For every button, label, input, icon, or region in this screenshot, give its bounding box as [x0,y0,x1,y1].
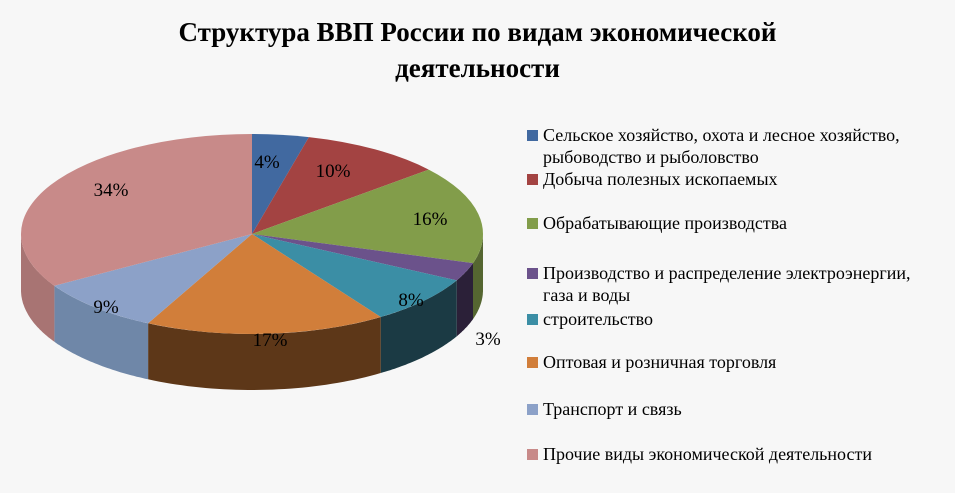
legend-item-mining: Добыча полезных ископаемых [527,168,943,190]
pie-slice-construction [252,234,457,317]
pie-side-transport [54,285,149,380]
legend-item-other: Прочие виды экономической деятельности [527,443,943,465]
chart-title: Структура ВВП России по видам экономичес… [0,14,955,86]
pie-side-manufacturing [473,234,483,320]
pie-data-labels: 4% 10% 16% 3% 8% 17% 9% 34% [93,152,501,351]
legend-item-utilities: Производство и распределение электроэнер… [527,262,943,306]
data-label-manufacturing: 16% [413,209,448,230]
data-label-trade: 17% [253,330,288,351]
pie-slice-other [20,134,253,286]
legend-label: Добыча полезных ископаемых [543,169,778,189]
legend-item-construction: строительство [527,308,943,330]
legend-swatch-trade [527,357,538,368]
pie-slice-agriculture [252,134,309,234]
legend-item-manufacturing: Обрабатывающие производства [527,212,943,234]
pie-slice-mining [252,137,429,234]
legend-swatch-manufacturing [527,218,538,229]
pie-side-other [21,234,55,342]
data-label-agriculture: 4% [254,152,280,173]
data-label-mining: 10% [316,161,351,182]
pie-slice-manufacturing [252,169,483,264]
legend-label: Сельское хозяйство, охота и лесное хозяй… [543,125,900,167]
legend-swatch-utilities [527,268,538,279]
data-label-transport: 9% [93,297,119,318]
pie-slice-transport [54,234,253,324]
pie-sides [21,234,483,390]
chart-title-line-2: деятельности [395,53,560,83]
data-label-construction: 8% [398,290,424,311]
legend-label: строительство [543,309,653,329]
legend-label: Транспорт и связь [543,399,682,419]
data-label-other: 34% [94,180,129,201]
legend-label: Оптовая и розничная торговля [543,352,777,372]
legend-label: Обрабатывающие производства [543,213,787,233]
pie-top-face [20,134,483,334]
legend-swatch-transport [527,404,538,415]
legend-swatch-agriculture [527,130,538,141]
pie-chart: 4% 10% 16% 3% 8% 17% 9% 34% [20,134,501,390]
pie-side-trade [148,317,381,390]
data-label-utilities: 3% [475,329,501,350]
legend-item-agriculture: Сельское хозяйство, охота и лесное хозяй… [527,124,943,168]
legend-item-trade: Оптовая и розничная торговля [527,351,943,373]
pie-slice-trade [148,234,381,334]
chart-title-line-1: Структура ВВП России по видам экономичес… [178,17,777,47]
pie-side-construction [380,280,457,373]
legend-swatch-other [527,449,538,460]
legend-label: Прочие виды экономической деятельности [543,444,872,464]
legend-label: Производство и распределение электроэнер… [543,263,911,305]
legend-swatch-mining [527,174,538,185]
pie-slice-utilities [252,234,473,281]
legend-item-transport: Транспорт и связь [527,398,943,420]
pie-side-utilities [456,263,473,337]
legend-swatch-construction [527,314,538,325]
